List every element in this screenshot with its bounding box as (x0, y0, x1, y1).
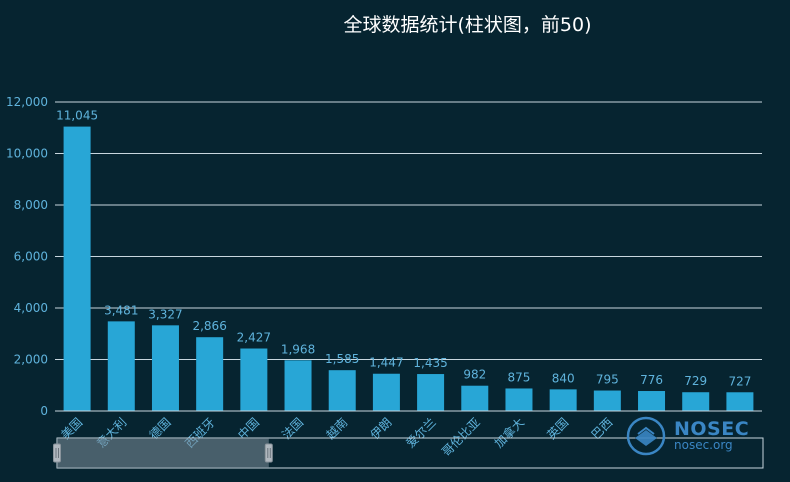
bar[interactable] (107, 321, 135, 411)
bar[interactable] (328, 370, 356, 411)
watermark-domain: nosec.org (674, 438, 733, 452)
slider-handle-right[interactable] (264, 443, 273, 463)
bar-value-label: 2,427 (237, 331, 271, 345)
bars (63, 126, 754, 411)
bar[interactable] (151, 325, 179, 411)
bar[interactable] (240, 348, 268, 411)
value-labels: 11,045 3,481 3,327 2,866 2,427 1,968 1,585 1,44… (56, 109, 751, 389)
slider-selection[interactable] (57, 438, 269, 468)
watermark: NOSEC nosec.org (626, 416, 766, 456)
bar-value-label: 3,327 (148, 307, 182, 321)
y-axis-ticks: 0 2,000 4,000 6,000 8,000 10,000 12,000 (6, 95, 48, 418)
bar-value-label: 1,447 (369, 356, 403, 370)
bar[interactable] (549, 389, 577, 411)
nosec-logo-icon (626, 416, 666, 456)
x-tick-label: 爱尔兰 (403, 415, 439, 451)
bar-value-label: 1,585 (325, 352, 359, 366)
bar-value-label: 840 (552, 371, 575, 385)
y-tick-label: 4,000 (14, 301, 48, 315)
bar-value-label: 1,968 (281, 342, 315, 356)
y-tick-label: 10,000 (6, 147, 48, 161)
chart-title: 全球数据统计(柱状图，前50) (343, 14, 592, 36)
zoom-slider[interactable] (53, 437, 764, 469)
bar[interactable] (372, 373, 400, 411)
bar[interactable] (638, 391, 666, 411)
y-tick-label: 2,000 (14, 353, 48, 367)
watermark-brand: NOSEC (674, 418, 750, 440)
bar-value-label: 11,045 (56, 109, 98, 123)
bar-value-label: 875 (508, 370, 531, 384)
y-tick-label: 0 (40, 404, 48, 418)
bar[interactable] (593, 390, 621, 411)
bar-value-label: 727 (728, 374, 751, 388)
x-tick-label: 哥伦比亚 (438, 415, 483, 460)
x-tick-label: 加拿大 (491, 415, 527, 451)
bar[interactable] (726, 392, 754, 411)
bar[interactable] (196, 337, 224, 411)
bar[interactable] (284, 360, 312, 411)
grid-lines (55, 101, 762, 360)
bar[interactable] (417, 374, 445, 411)
y-tick-label: 8,000 (14, 198, 48, 212)
bar[interactable] (505, 388, 533, 411)
bar-value-label: 982 (463, 368, 486, 382)
bar[interactable] (461, 385, 489, 411)
y-tick-label: 6,000 (14, 250, 48, 264)
bar-value-label: 1,435 (413, 356, 447, 370)
bar[interactable] (63, 126, 91, 411)
bar-value-label: 729 (684, 374, 707, 388)
bar-value-label: 795 (596, 373, 619, 387)
slider-handle-left[interactable] (53, 443, 61, 463)
bar-value-label: 3,481 (104, 303, 138, 317)
bar[interactable] (682, 392, 710, 411)
bar-value-label: 776 (640, 373, 663, 387)
y-tick-label: 12,000 (6, 95, 48, 109)
bar-value-label: 2,866 (192, 319, 226, 333)
